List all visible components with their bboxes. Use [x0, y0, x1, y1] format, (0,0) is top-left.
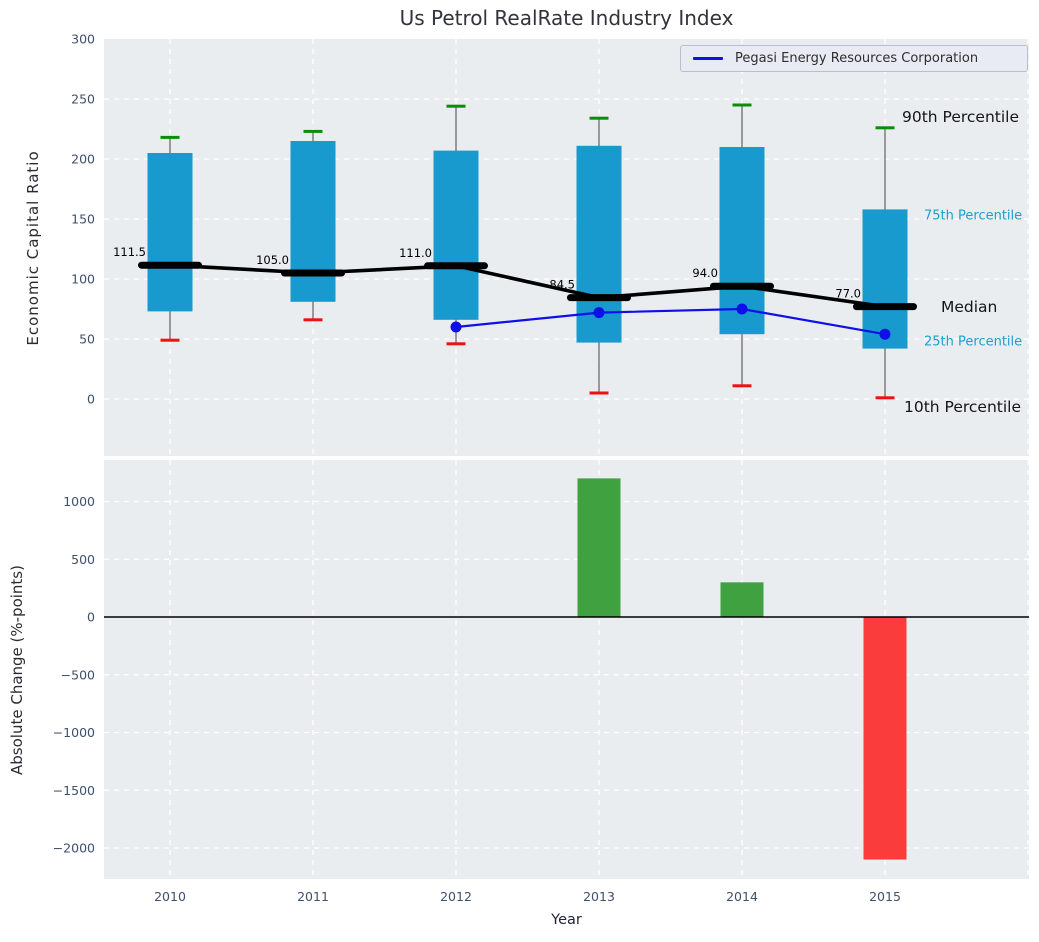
cap-90th-2015	[875, 126, 895, 130]
median-bar-2015	[853, 303, 917, 311]
bar-2014	[720, 582, 764, 617]
legend-line-swatch	[693, 57, 723, 60]
bottom-y-tick-label: 1000	[63, 494, 95, 509]
bottom-y-axis-label: Absolute Change (%-points)	[8, 565, 26, 775]
cap-90th-2010	[160, 135, 180, 139]
annotation-25th-percentile: 25th Percentile	[924, 334, 1023, 350]
x-tick-label: 2011	[297, 889, 329, 904]
cap-10th-2011	[303, 318, 323, 322]
bar-2015	[863, 617, 907, 860]
median-value-label: 111.5	[113, 245, 146, 259]
bottom-y-tick-label: −2000	[53, 841, 95, 856]
cap-10th-2012	[446, 342, 466, 346]
median-bar-2011	[281, 269, 345, 277]
top-y-tick-label: 150	[71, 212, 95, 227]
legend-label: Pegasi Energy Resources Corporation	[735, 51, 979, 66]
company-point-2015	[879, 328, 891, 340]
median-bar-2012	[424, 262, 488, 270]
bottom-y-tick-label: 0	[87, 610, 95, 625]
bottom-y-tick-label: 500	[71, 552, 95, 567]
median-bar-2013	[567, 294, 631, 302]
box-2012	[433, 150, 479, 320]
cap-10th-2015	[875, 396, 895, 400]
box-2011	[290, 141, 336, 302]
x-axis-label: Year	[551, 912, 582, 928]
cap-90th-2012	[446, 104, 466, 108]
top-y-tick-label: 0	[87, 392, 95, 407]
cap-10th-2013	[589, 391, 609, 395]
top-y-axis-label: Economic Capital Ratio	[24, 150, 42, 346]
annotation-90th-percentile: 90th Percentile	[902, 108, 1020, 126]
legend: Pegasi Energy Resources Corporation	[680, 45, 1028, 72]
top-y-tick-label: 300	[71, 32, 95, 47]
chart-title: Us Petrol RealRate Industry Index	[399, 6, 734, 30]
median-value-label: 77.0	[835, 287, 861, 301]
bottom-y-tick-label: −1000	[53, 725, 95, 740]
x-tick-label: 2012	[440, 889, 472, 904]
bar-2013	[577, 478, 621, 617]
bottom-y-tick-label: −1500	[53, 783, 95, 798]
company-point-2014	[736, 303, 748, 315]
top-y-tick-label: 50	[79, 332, 95, 347]
company-point-2012	[450, 321, 462, 333]
top-y-tick-label: 200	[71, 152, 95, 167]
median-value-label: 105.0	[256, 253, 289, 267]
cap-90th-2011	[303, 129, 323, 133]
x-tick-label: 2014	[726, 889, 758, 904]
company-point-2013	[593, 307, 605, 319]
cap-90th-2013	[589, 116, 609, 120]
annotation-median: Median	[941, 298, 998, 316]
top-y-tick-label: 100	[71, 272, 95, 287]
annotation-75th-percentile: 75th Percentile	[924, 208, 1023, 224]
x-tick-label: 2013	[583, 889, 615, 904]
x-tick-label: 2010	[154, 889, 186, 904]
top-y-tick-label: 250	[71, 92, 95, 107]
box-2010	[147, 153, 193, 312]
bottom-y-tick-label: −500	[61, 667, 95, 682]
cap-10th-2014	[732, 384, 752, 388]
box-2015	[862, 209, 908, 349]
cap-10th-2010	[160, 338, 180, 342]
x-tick-label: 2015	[869, 889, 901, 904]
median-value-label: 84.5	[549, 278, 575, 292]
median-value-label: 111.0	[399, 246, 432, 260]
median-bar-2014	[710, 282, 774, 290]
median-bar-2010	[138, 261, 202, 269]
box-2014	[719, 147, 765, 335]
annotation-10th-percentile: 10th Percentile	[904, 398, 1022, 416]
cap-90th-2014	[732, 103, 752, 107]
company-line	[455, 307, 886, 336]
median-value-label: 94.0	[692, 266, 718, 280]
